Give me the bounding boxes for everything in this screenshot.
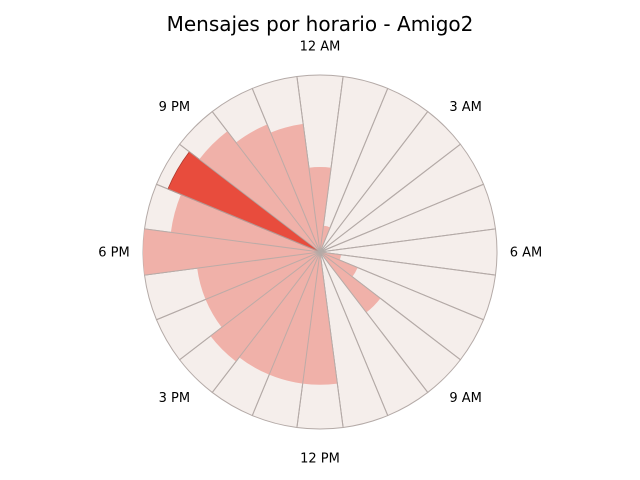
wedge-divider [319,111,429,253]
wedge-divider [144,228,321,253]
tick-label: 6 PM [98,246,129,261]
bar-9-pm [199,131,320,252]
bar-12-pm [302,252,338,385]
wedge-divider [156,183,321,253]
bar-11-pm [270,123,320,253]
wedge-divider [211,111,321,253]
wedge-divider [211,251,321,393]
wedge-divider [319,251,496,276]
bars [142,76,496,428]
wedge-divider [319,251,389,416]
bar-12-am [308,167,332,252]
wedge-divider [319,251,484,321]
bar-6-pm [142,228,320,276]
wedge-divider [319,143,461,253]
wedge-divider [319,251,344,428]
bar-1-pm [269,252,320,384]
wedge-divider [319,183,484,253]
tick-label: 9 PM [159,100,190,115]
bar-4-pm [205,252,320,328]
tick-label: 3 AM [449,100,482,115]
wedge-divider [319,251,461,361]
wedge-divider [296,76,321,253]
wedge-divider [144,251,321,276]
wedge-divider [156,251,321,321]
wedge-divider [319,88,389,253]
tick-label: 12 PM [300,452,340,467]
bar-2-pm [239,252,320,375]
chart-title: Mensajes por horario - Amigo2 [167,12,474,36]
wedge-divider [251,88,321,253]
bar-9-am [320,252,381,313]
wedge-divider [251,251,321,416]
wedge-divider [319,76,344,253]
bar-7-pm [170,194,320,252]
wedge-divider [319,251,429,393]
wedge-divider [179,251,321,361]
bar-10-pm [235,124,320,252]
wedge-divider [319,228,496,253]
tick-label: 3 PM [159,391,190,406]
wedge-divider [179,143,321,253]
wedge-divider [296,251,321,428]
tick-label: 9 AM [449,391,482,406]
tick-label: 6 AM [510,246,543,261]
tick-labels: 12 AM 3 AM 6 AM 9 AM 12 PM 3 PM 6 PM 9 PM [98,40,542,467]
tick-label: 12 AM [300,40,341,55]
bar-3-pm [210,252,320,362]
bar-5-pm [197,252,320,300]
bar-8-am [320,252,358,277]
